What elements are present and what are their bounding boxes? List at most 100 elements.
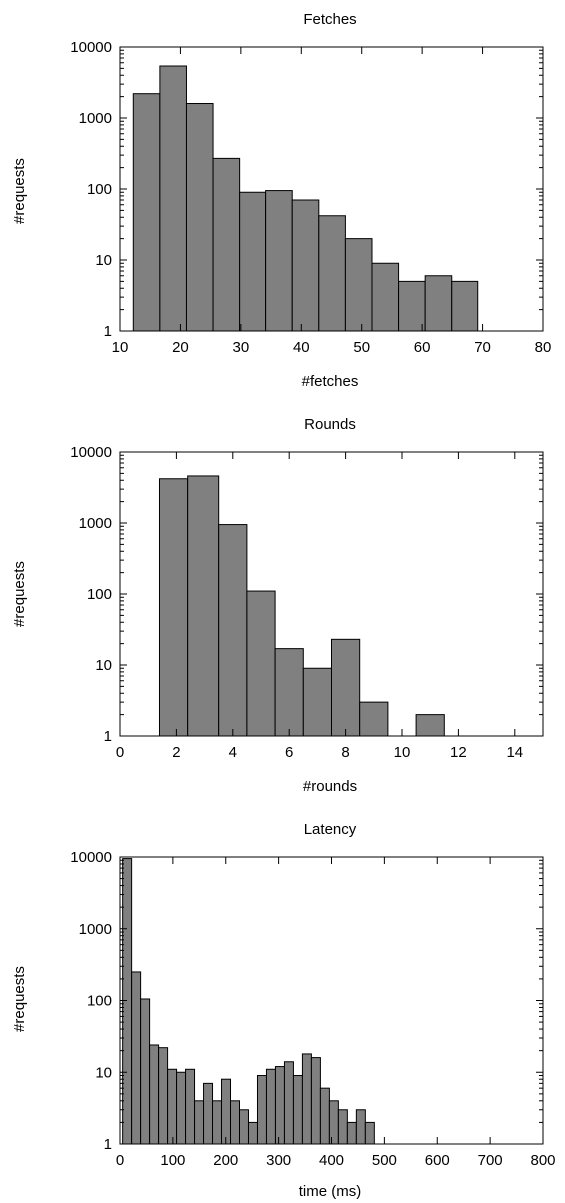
rounds-ytick-label: 100 [87, 586, 112, 603]
fetches-bar-11 [424, 275, 453, 332]
fetches-xtick-label: 20 [172, 339, 189, 356]
latency-xtick-label: 500 [372, 1152, 397, 1169]
latency-title: Latency [304, 821, 357, 838]
latency-plot: 1 10 100 1000 10000 0 100 200 300 400 500 600 700 800 [70, 849, 555, 1169]
rounds-bar-2 [218, 524, 248, 737]
rounds-bar-5 [302, 667, 332, 737]
fetches-xlabel: #fetches [302, 373, 359, 390]
latency-bar-13 [239, 1109, 249, 1145]
latency-bar-2 [140, 998, 151, 1145]
rounds-plot: 1 10 100 1000 10000 0 2 4 6 8 10 12 14 [70, 444, 544, 761]
latency-ytick-label: 100 [87, 993, 112, 1010]
latency-bar-23 [328, 1100, 339, 1145]
latency-xtick-label: 300 [266, 1152, 291, 1169]
latency-ytick-label: 10 [95, 1064, 112, 1081]
fetches-bar-8 [344, 238, 373, 332]
fetches-bar-9 [371, 262, 400, 332]
fetches-bar-1 [159, 65, 187, 332]
latency-xtick-label: 800 [530, 1152, 555, 1169]
latency-ytick-label: 10000 [70, 849, 112, 866]
rounds-ytick-label: 10 [95, 657, 112, 674]
latency-bar-8 [194, 1100, 205, 1145]
latency-ytick-label: 1 [104, 1136, 112, 1153]
rounds-xlabel: #rounds [303, 778, 357, 795]
fetches-bar-2 [185, 103, 214, 332]
fetches-xtick-label: 80 [535, 339, 552, 356]
rounds-xtick-label: 2 [172, 744, 180, 761]
latency-bar-12 [230, 1100, 240, 1145]
fetches-ytick-label: 10 [95, 252, 112, 269]
fetches-xtick-label: 60 [414, 339, 431, 356]
latency-bar-7 [185, 1068, 196, 1145]
rounds-bar-9 [415, 714, 445, 737]
rounds-xtick-label: 12 [450, 744, 467, 761]
latency-xtick-label: 700 [478, 1152, 503, 1169]
latency-ytick-label: 1000 [79, 921, 112, 938]
rounds-bar-0 [158, 478, 189, 737]
rounds-ytick-label: 1 [104, 728, 112, 745]
latency-xtick-label: 100 [160, 1152, 185, 1169]
fetches-ytick-label: 1 [104, 323, 112, 340]
latency-xtick-label: 600 [425, 1152, 450, 1169]
latency-bar-15 [256, 1075, 267, 1145]
rounds-xtick-label: 10 [394, 744, 411, 761]
latency-bar-11 [221, 1078, 232, 1145]
latency-bar-5 [167, 1068, 178, 1145]
fetches-bar-5 [265, 190, 293, 332]
latency-bar-19 [292, 1075, 303, 1145]
rounds-bar-7 [359, 701, 389, 737]
latency-bar-4 [158, 1047, 169, 1145]
rounds-title: Rounds [304, 416, 356, 433]
latency-bar-22 [319, 1087, 330, 1145]
latency-xtick-label: 0 [116, 1152, 124, 1169]
rounds-xtick-label: 8 [341, 744, 349, 761]
fetches-bar-10 [398, 280, 426, 332]
fetches-xtick-label: 30 [233, 339, 250, 356]
fetches-title: Fetches [303, 11, 356, 28]
fetches-bar-6 [291, 199, 320, 332]
rounds-panel: Rounds #rounds #requests 110100100010000… [11, 416, 544, 795]
fetches-ytick-label: 10000 [70, 39, 112, 56]
rounds-bar-4 [274, 648, 304, 737]
fetches-xtick-label: 70 [474, 339, 491, 356]
latency-bar-24 [337, 1109, 348, 1145]
fetches-ytick-label: 1000 [79, 110, 112, 127]
rounds-xtick-label: 4 [229, 744, 237, 761]
rounds-ytick-label: 10000 [70, 444, 112, 461]
latency-xtick-label: 400 [319, 1152, 344, 1169]
fetches-bar-4 [239, 191, 267, 332]
fetches-ytick-label: 100 [87, 181, 112, 198]
rounds-xtick-label: 14 [506, 744, 523, 761]
rounds-ylabel: #requests [11, 561, 28, 627]
latency-bar-21 [310, 1057, 321, 1145]
rounds-bar-1 [187, 475, 220, 737]
fetches-bar-7 [318, 215, 346, 332]
latency-bar-14 [247, 1121, 258, 1145]
fetches-xtick-label: 10 [112, 339, 129, 356]
fetches-bar-12 [451, 280, 479, 332]
latency-bar-25 [346, 1121, 357, 1145]
fetches-xtick-label: 40 [293, 339, 310, 356]
latency-bar-16 [265, 1068, 276, 1145]
latency-ylabel: #requests [11, 966, 28, 1032]
rounds-xtick-label: 6 [285, 744, 293, 761]
rounds-bar-6 [331, 638, 361, 737]
latency-bar-6 [176, 1071, 187, 1145]
rounds-bar-3 [246, 590, 276, 737]
latency-bar-9 [203, 1082, 214, 1145]
fetches-panel: Fetches #fetches #requests 1101001000100… [11, 11, 551, 390]
fetches-bar-3 [212, 157, 241, 332]
latency-bar-10 [212, 1100, 223, 1145]
latency-bar-3 [149, 1044, 160, 1145]
latency-panel: Latency time (ms) #requests 110100100010… [11, 821, 556, 1200]
fetches-bar-0 [132, 93, 161, 332]
latency-bar-27 [364, 1121, 375, 1145]
latency-bar-1 [131, 971, 142, 1145]
latency-xtick-label: 200 [213, 1152, 238, 1169]
latency-bar-20 [301, 1053, 312, 1145]
latency-xlabel: time (ms) [299, 1183, 362, 1200]
rounds-ytick-label: 1000 [79, 515, 112, 532]
latency-bar-26 [355, 1109, 366, 1145]
rounds-xtick-label: 0 [116, 744, 124, 761]
